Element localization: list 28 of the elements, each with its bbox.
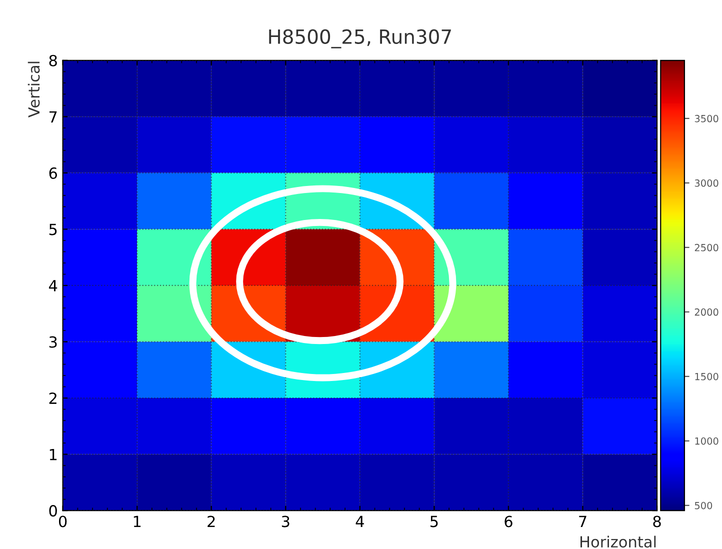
y-tick-label: 8 [49,54,57,66]
x-tick-label: 0 [58,516,67,528]
y-tick-label: 0 [49,505,57,517]
x-axis-title: Horizontal [580,536,656,548]
x-tick-label: 6 [504,516,512,528]
x-tick-label: 2 [208,516,215,528]
y-tick-label: 3 [49,336,57,348]
x-tick-label: 3 [282,516,290,528]
y-tick-label: 7 [49,111,57,122]
color-bar-label: 3000 [694,179,718,187]
y-tick-label: 2 [49,392,56,404]
y-tick-label: 5 [49,224,57,236]
x-tick-label: 1 [134,516,141,528]
x-tick-label: 7 [579,516,586,528]
x-tick-label: 8 [653,516,661,528]
chart-title: H8500_25, Run307 [269,29,451,48]
color-bar-label: 2000 [694,308,718,316]
color-bar-label: 3500 [694,114,718,122]
color-bar-label: 500 [694,502,712,510]
color-bar-label: 1000 [695,437,718,445]
color-bar-label: 2500 [694,244,718,252]
color-bar-label: 1500 [695,372,718,380]
y-tick-label: 6 [49,167,57,179]
y-tick-label: 1 [50,448,57,460]
y-axis-title: Vertical [28,62,40,118]
x-tick-label: 5 [430,516,438,528]
y-tick-label: 4 [48,280,58,292]
x-tick-label: 4 [356,516,364,528]
